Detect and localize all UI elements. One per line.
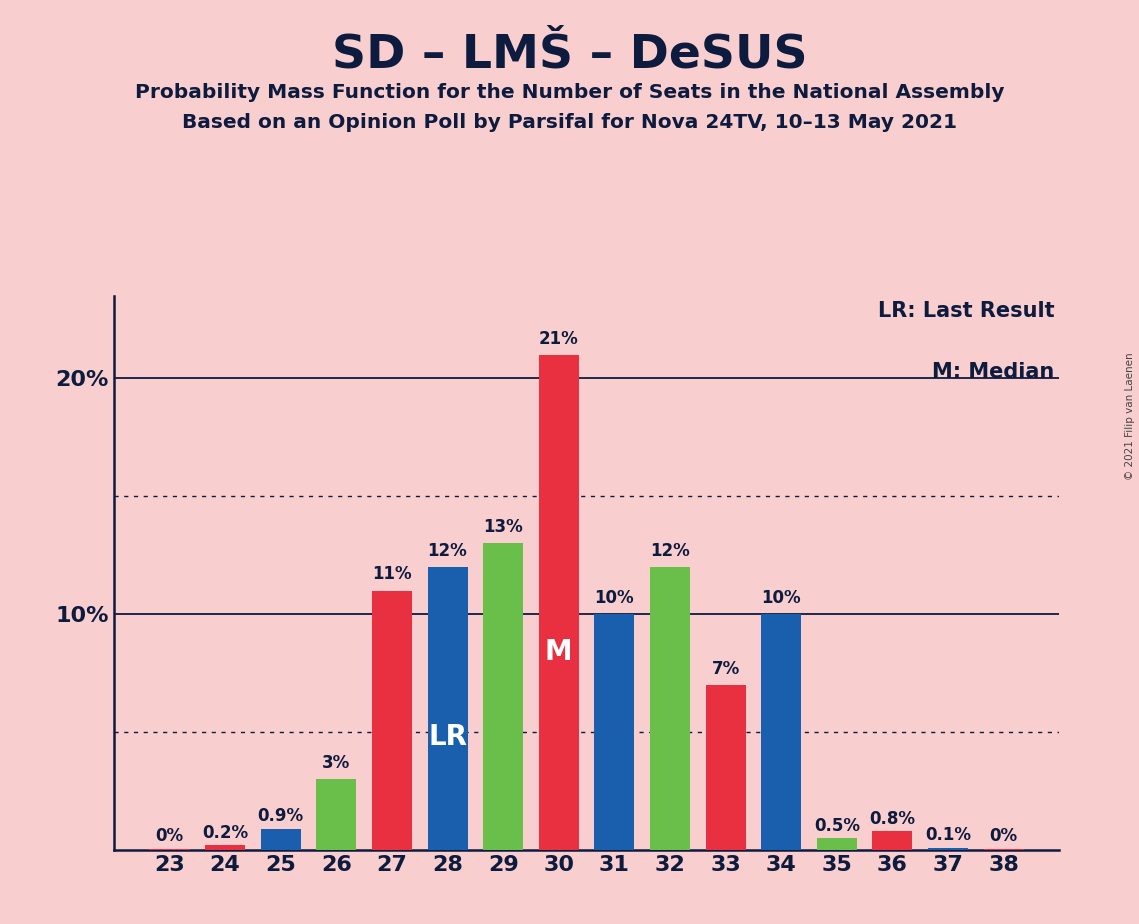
Bar <box>984 849 1024 850</box>
Text: 12%: 12% <box>427 541 467 560</box>
Text: 13%: 13% <box>483 518 523 536</box>
Bar <box>539 355 579 850</box>
Text: M: M <box>544 638 573 666</box>
Bar <box>483 543 523 850</box>
Text: 0.8%: 0.8% <box>869 809 916 828</box>
Text: 0%: 0% <box>990 827 1018 845</box>
Text: 0.2%: 0.2% <box>202 824 248 842</box>
Bar <box>427 567 468 850</box>
Bar <box>817 838 857 850</box>
Text: LR: Last Result: LR: Last Result <box>878 301 1055 322</box>
Bar <box>705 685 746 850</box>
Bar <box>761 614 801 850</box>
Text: 0%: 0% <box>155 827 183 845</box>
Text: 0.5%: 0.5% <box>814 817 860 834</box>
Bar <box>650 567 690 850</box>
Text: Based on an Opinion Poll by Parsifal for Nova 24TV, 10–13 May 2021: Based on an Opinion Poll by Parsifal for… <box>182 113 957 132</box>
Bar <box>595 614 634 850</box>
Bar <box>928 847 968 850</box>
Text: 12%: 12% <box>650 541 690 560</box>
Bar <box>872 832 912 850</box>
Text: © 2021 Filip van Laenen: © 2021 Filip van Laenen <box>1125 352 1134 480</box>
Bar <box>317 779 357 850</box>
Text: 21%: 21% <box>539 330 579 347</box>
Text: 11%: 11% <box>372 565 412 583</box>
Text: M: Median: M: Median <box>933 362 1055 383</box>
Bar <box>372 590 412 850</box>
Bar <box>261 829 301 850</box>
Text: LR: LR <box>428 723 467 751</box>
Text: SD – LMŠ – DeSUS: SD – LMŠ – DeSUS <box>331 32 808 78</box>
Bar <box>205 845 245 850</box>
Bar <box>149 849 189 850</box>
Text: 0.9%: 0.9% <box>257 808 304 825</box>
Text: 10%: 10% <box>761 590 801 607</box>
Text: 0.1%: 0.1% <box>925 826 972 845</box>
Text: 3%: 3% <box>322 754 351 772</box>
Text: Probability Mass Function for the Number of Seats in the National Assembly: Probability Mass Function for the Number… <box>134 83 1005 103</box>
Text: 7%: 7% <box>712 660 739 678</box>
Text: 10%: 10% <box>595 590 634 607</box>
